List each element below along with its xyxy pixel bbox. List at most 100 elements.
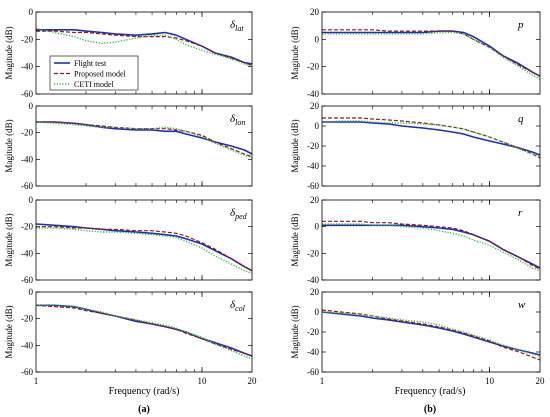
y-tick-label: -20 bbox=[21, 128, 33, 138]
series-line-flight-test bbox=[36, 29, 253, 65]
y-axis-label: Magitude (dB) bbox=[4, 119, 14, 172]
series-line-proposed-model bbox=[35, 304, 253, 357]
series-line-ceti-model bbox=[322, 31, 541, 80]
y-tick-label: 20 bbox=[310, 195, 320, 205]
subplot-title-subscript: lon bbox=[235, 118, 245, 127]
subplot-title: δlon bbox=[230, 113, 245, 127]
x-tick-label: 1 bbox=[34, 376, 39, 386]
subplot-title-main: δ bbox=[230, 299, 236, 311]
subplot-title: p bbox=[517, 19, 524, 31]
y-tick-label: -20 bbox=[307, 62, 319, 72]
series-line-proposed-model bbox=[36, 121, 253, 158]
y-tick-label: -60 bbox=[307, 181, 319, 191]
subplot-a-1: 0 -20 -40 -60 δlat Magitude (dB) Flight test Pr… bbox=[4, 7, 253, 99]
y-axis-label: Magitude (dB) bbox=[290, 26, 300, 79]
plot-frame bbox=[35, 199, 253, 281]
y-tick-label: 0 bbox=[29, 101, 34, 111]
y-tick-label: 0 bbox=[315, 307, 320, 317]
y-tick-label: -40 bbox=[307, 275, 319, 285]
subplot-title-main: δ bbox=[230, 19, 236, 31]
subplot-title: r bbox=[518, 207, 523, 219]
y-tick-label: 0 bbox=[315, 34, 320, 44]
y-axis-label: Magitude (dB) bbox=[290, 305, 300, 358]
series-line-flight-test bbox=[321, 311, 541, 356]
subplot-a-4: 0 -20 -40 -60 δcol Magitude (dB) 1 10 20 bbox=[4, 287, 257, 386]
x-axis-label-b: Frequency (rad/s) bbox=[395, 386, 466, 397]
series-line-ceti-model bbox=[35, 27, 253, 68]
y-tick-label: -20 bbox=[21, 222, 33, 232]
y-axis-label: Magitude (dB) bbox=[4, 26, 14, 79]
plot-frame bbox=[35, 291, 253, 373]
subplot-title: δlat bbox=[230, 19, 244, 33]
y-tick-label: -60 bbox=[21, 89, 33, 99]
y-tick-label: -40 bbox=[21, 62, 33, 72]
subplot-title-main: p bbox=[517, 19, 524, 31]
subplot-b-1: 20 0 -20 -40 p Magitude (dB) bbox=[290, 7, 541, 99]
legend-label: CETI model bbox=[74, 80, 115, 89]
y-tick-label: -20 bbox=[307, 248, 319, 258]
series-line-proposed-model bbox=[322, 117, 541, 159]
x-tick-label: 1 bbox=[320, 376, 325, 386]
y-tick-label: -40 bbox=[307, 161, 319, 171]
series-line-ceti-model bbox=[321, 120, 541, 157]
subplot-title-subscript: ped bbox=[234, 212, 248, 221]
series-line-flight-test bbox=[322, 224, 541, 269]
y-tick-label: 0 bbox=[29, 287, 34, 297]
legend-box bbox=[49, 55, 139, 91]
subplot-title: w bbox=[518, 299, 526, 311]
subplot-b-4: 20 0 -20 -40 -60 w Magitude (dB) 1 10 20 bbox=[290, 287, 545, 386]
y-tick-label: -40 bbox=[21, 248, 33, 258]
panel-label-b: (b) bbox=[424, 404, 436, 415]
series-line-ceti-model bbox=[36, 304, 253, 360]
plot-frame bbox=[321, 105, 541, 187]
legend-label: Proposed model bbox=[74, 70, 127, 79]
series-line-ceti-model bbox=[35, 121, 253, 159]
subplot-title: δcol bbox=[230, 299, 246, 313]
y-tick-label: 20 bbox=[310, 7, 320, 17]
plot-frame bbox=[321, 291, 541, 373]
subplot-title-main: δ bbox=[230, 207, 236, 219]
subplot-title-main: q bbox=[518, 113, 524, 125]
y-tick-label: -40 bbox=[307, 347, 319, 357]
y-tick-label: -20 bbox=[307, 141, 319, 151]
subplot-a-2: 0 -20 -40 -60 δlon Magitude (dB) bbox=[4, 101, 253, 191]
series-line-ceti-model bbox=[322, 223, 541, 272]
subplot-title: q bbox=[518, 113, 524, 125]
series-line-proposed-model bbox=[36, 30, 253, 66]
legend-label: Flight test bbox=[74, 59, 107, 68]
series-line-proposed-model bbox=[321, 309, 541, 361]
y-tick-label: -60 bbox=[21, 181, 33, 191]
plot-frame bbox=[35, 105, 253, 187]
y-tick-label: -60 bbox=[21, 275, 33, 285]
series-line-ceti-model bbox=[36, 227, 253, 274]
y-tick-label: -60 bbox=[21, 367, 33, 377]
subplot-title-main: r bbox=[518, 207, 523, 219]
subplot-b-2: 20 0 -20 -40 -60 q Magitude (dB) bbox=[290, 101, 541, 191]
y-tick-label: 0 bbox=[315, 222, 320, 232]
panel-label-a: (a) bbox=[138, 404, 150, 415]
y-tick-label: -40 bbox=[307, 89, 319, 99]
plot-frame bbox=[321, 11, 541, 95]
series-line-flight-test bbox=[322, 30, 541, 77]
x-tick-label: 20 bbox=[536, 376, 546, 386]
series-line-ceti-model bbox=[321, 311, 541, 357]
subplot-a-3: 0 -20 -40 -60 δped Magitude (dB) bbox=[4, 195, 253, 285]
x-tick-label: 20 bbox=[248, 376, 258, 386]
subplot-title-subscript: col bbox=[235, 304, 246, 313]
subplot-title-main: δ bbox=[230, 113, 236, 125]
y-tick-label: -20 bbox=[21, 314, 33, 324]
y-tick-label: -20 bbox=[21, 34, 33, 44]
x-tick-label: 10 bbox=[485, 376, 495, 386]
x-axis-label-a: Frequency (rad/s) bbox=[109, 386, 180, 397]
subplot-b-3: 20 0 -20 -40 r Magitude (dB) bbox=[290, 195, 541, 285]
y-tick-label: 0 bbox=[29, 7, 34, 17]
series-line-proposed-model bbox=[322, 29, 541, 77]
plot-frame bbox=[321, 199, 541, 281]
y-axis-label: Magitude (dB) bbox=[290, 119, 300, 172]
y-axis-label: Magitude (dB) bbox=[4, 305, 14, 358]
series-line-flight-test bbox=[322, 121, 541, 156]
y-tick-label: -40 bbox=[21, 154, 33, 164]
subplot-title: δped bbox=[230, 207, 248, 221]
